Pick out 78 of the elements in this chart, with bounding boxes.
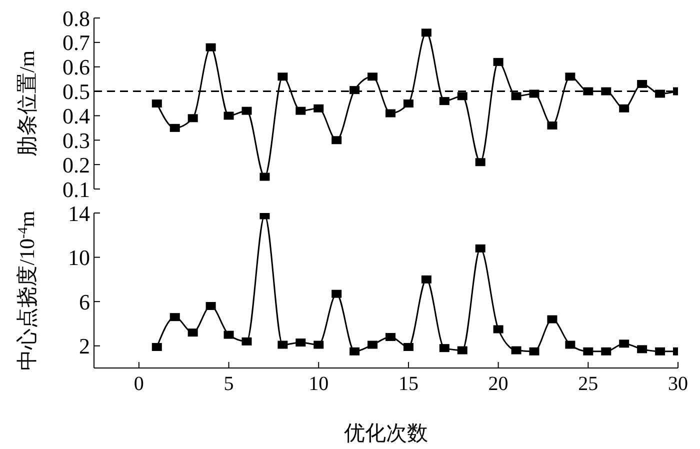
x-tick-label: 10 [308,373,329,396]
point [314,104,324,112]
y-tick-label: 14 [68,200,90,226]
point [421,275,432,284]
point [655,90,666,98]
y-tick-label: 0.7 [62,30,90,56]
point [224,330,234,339]
point [493,325,504,334]
point [206,43,216,52]
point [439,344,450,352]
point [260,172,270,181]
point [475,158,486,166]
x-tick-label: 20 [488,373,508,396]
point [457,92,468,100]
point [350,86,360,94]
y-tick-label: 6 [79,289,90,314]
point [332,136,342,144]
point [242,337,252,346]
y-tick-label: 2 [79,334,90,359]
y-tick-label: 0.8 [62,6,90,31]
point [385,333,396,341]
point [403,342,414,351]
point [529,347,540,356]
point [493,58,504,66]
point [565,340,576,349]
point [403,100,414,108]
point [242,106,252,115]
point [547,315,558,324]
point [637,80,648,88]
point [188,328,198,337]
x-tick-label: 5 [224,373,234,396]
point [152,342,162,351]
x-axis-title: 优化次数 [344,421,428,445]
point [583,347,594,356]
point [278,340,288,349]
x-tick-label: 15 [398,373,418,396]
point [439,97,450,106]
x-tick-label: 25 [578,373,598,396]
point [565,72,576,81]
y-tick-label: 0.2 [62,152,90,178]
point [601,347,612,356]
point [583,87,594,96]
point [314,340,324,349]
point [619,340,630,348]
y-tick-label: 0.5 [62,79,90,104]
point [385,109,396,118]
y-tick-label: 0.4 [62,104,90,129]
y-tick-label: 10 [68,245,90,270]
point [511,346,522,354]
point [170,124,180,132]
point [457,346,468,354]
point [224,112,234,120]
point [529,90,540,98]
point [475,244,486,252]
point [278,72,288,81]
point [296,106,306,115]
point [296,338,306,347]
point [655,347,666,356]
point [188,114,198,122]
point [206,302,216,310]
point [601,87,612,96]
point [421,28,432,37]
point [332,290,342,298]
x-tick-label: 0 [134,373,144,396]
y-tick-label: 0.1 [62,176,90,202]
y-tick-label: 0.6 [62,54,90,80]
point [368,72,378,81]
point [637,345,648,354]
point [152,100,162,108]
x-tick-label: 30 [668,373,688,396]
point [350,347,360,356]
point [368,340,378,349]
point [511,92,522,100]
point [170,313,180,322]
y-axis-title: 肋条位置/m [15,50,39,157]
point [547,121,558,130]
point [619,104,630,112]
y-tick-label: 0.3 [62,128,90,153]
